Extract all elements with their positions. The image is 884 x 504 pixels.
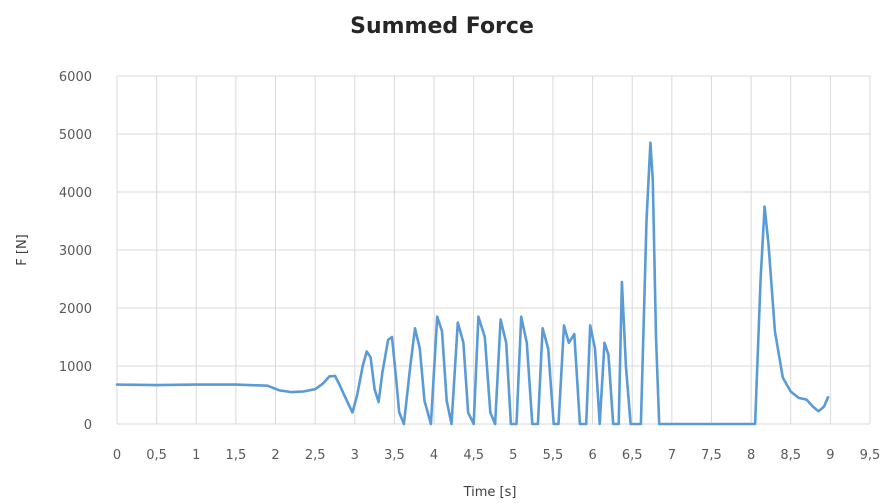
y-tick-label: 1000 [59,360,92,375]
x-tick-label: 8,5 [780,448,801,463]
x-tick-label: 3 [351,448,359,463]
x-tick-label: 1 [192,448,200,463]
y-tick-labels: 0 1000 2000 3000 4000 5000 6000 [59,70,92,433]
x-tick-label: 3,5 [384,448,405,463]
x-tick-label: 0,5 [146,448,167,463]
x-tick-label: 5,5 [543,448,564,463]
x-tick-label: 4 [430,448,438,463]
series-line-summed-force [115,141,830,426]
x-axis-title: Time [s] [463,485,517,500]
x-tick-label: 8 [747,448,755,463]
x-tick-label: 2 [271,448,279,463]
x-tick-label: 6 [588,448,596,463]
x-tick-label: 9 [826,448,834,463]
x-tick-labels: 0 0,5 1 1,5 2 2,5 3 3,5 4 4,5 5 5,5 6 6,5 7 7,5 8 8,5 9 9,5 [113,448,880,463]
x-tick-label: 7,5 [701,448,722,463]
x-tick-label: 1,5 [226,448,247,463]
chart-title: Summed Force [350,14,534,39]
grid [116,75,871,425]
y-tick-label: 5000 [59,128,92,143]
y-tick-label: 2000 [59,302,92,317]
x-tick-label: 0 [113,448,121,463]
x-tick-label: 2,5 [305,448,326,463]
x-tick-label: 5 [509,448,517,463]
x-tick-label: 6,5 [622,448,643,463]
y-tick-label: 3000 [59,244,92,259]
y-tick-label: 6000 [59,70,92,85]
y-axis-title: F [N] [15,234,30,265]
x-tick-label: 4,5 [463,448,484,463]
x-tick-label: 7 [668,448,676,463]
y-tick-label: 0 [84,418,92,433]
x-tick-label: 9,5 [860,448,881,463]
y-tick-label: 4000 [59,186,92,201]
